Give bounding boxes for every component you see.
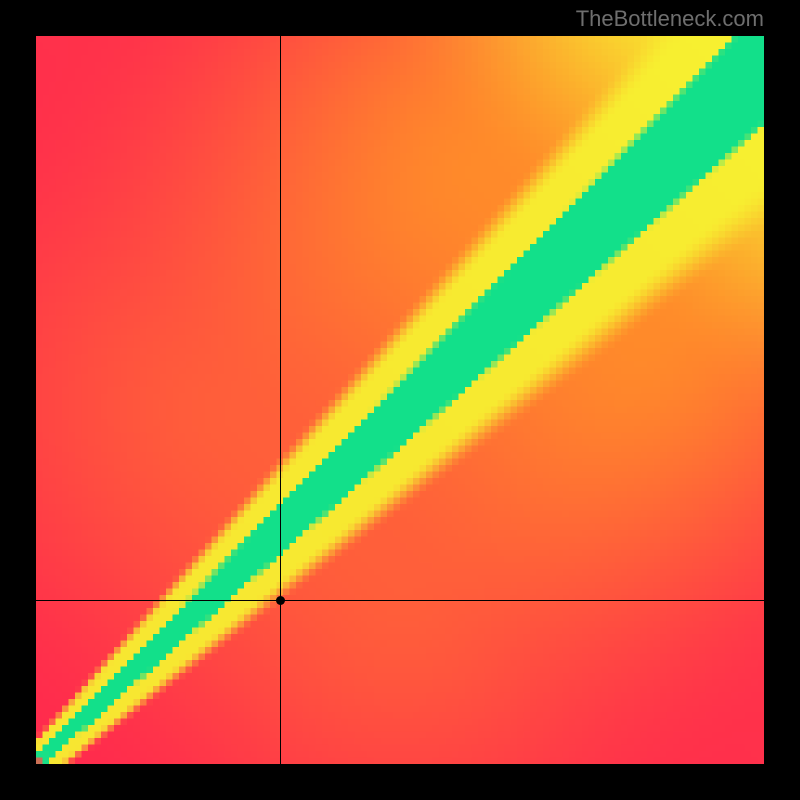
- crosshair-vertical: [280, 36, 281, 764]
- crosshair-marker: [276, 596, 285, 605]
- heatmap-canvas: [36, 36, 764, 764]
- watermark-text: TheBottleneck.com: [576, 6, 764, 32]
- plot-area: [36, 36, 764, 764]
- crosshair-horizontal: [36, 600, 764, 601]
